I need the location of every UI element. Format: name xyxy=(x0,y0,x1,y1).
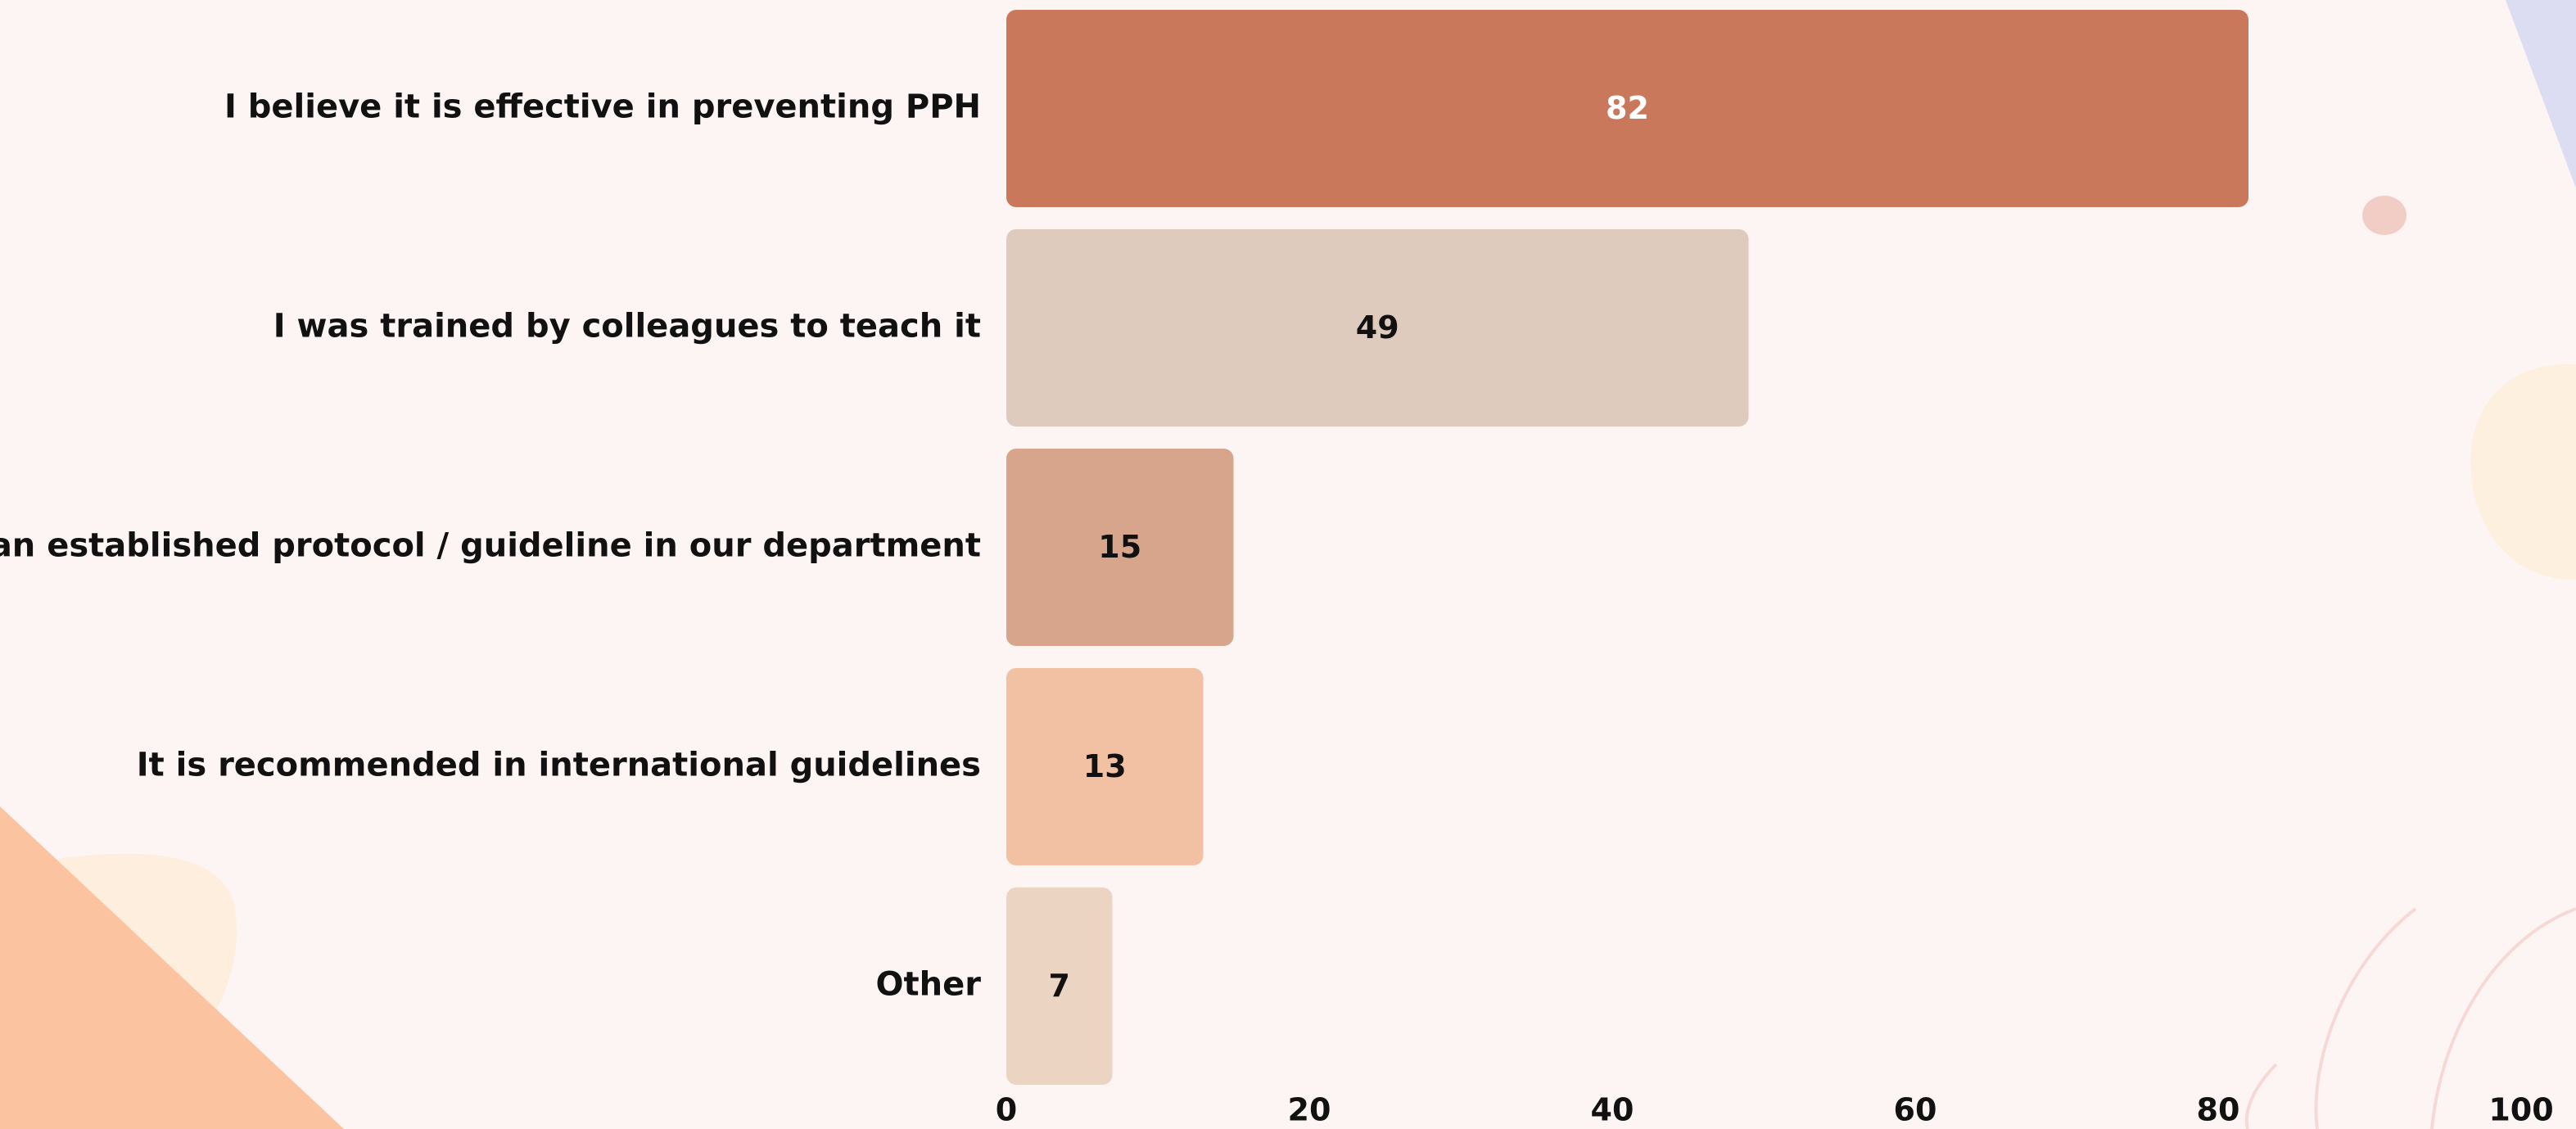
bar-value-label: 49 xyxy=(1356,309,1399,345)
x-tick-label: 40 xyxy=(1591,1092,1634,1128)
x-tick-label: 0 xyxy=(996,1092,1017,1128)
category-label: It is recommended in international guide… xyxy=(137,747,981,784)
decor-dot xyxy=(2362,196,2407,235)
category-label: Other xyxy=(876,966,982,1004)
bar-value-label: 82 xyxy=(1606,90,1649,126)
x-tick-label: 20 xyxy=(1288,1092,1331,1128)
bar-value-label: 13 xyxy=(1083,748,1127,784)
category-label: I believe it is effective in preventing … xyxy=(224,88,981,126)
bar-value-label: 15 xyxy=(1098,529,1141,565)
category-label: It is an established protocol / guidelin… xyxy=(0,527,981,565)
x-tick-label: 60 xyxy=(1894,1092,1937,1128)
x-tick-label: 100 xyxy=(2488,1092,2553,1128)
x-tick-label: 80 xyxy=(2197,1092,2240,1128)
bar-value-label: 7 xyxy=(1049,968,1070,1004)
category-label: I was trained by colleagues to teach it xyxy=(273,308,981,345)
chart: 0 20 40 60 80 100 82 I believe it is effective … xyxy=(0,0,2576,1129)
page: 0 20 40 60 80 100 82 I believe it is effective … xyxy=(0,0,2576,1129)
